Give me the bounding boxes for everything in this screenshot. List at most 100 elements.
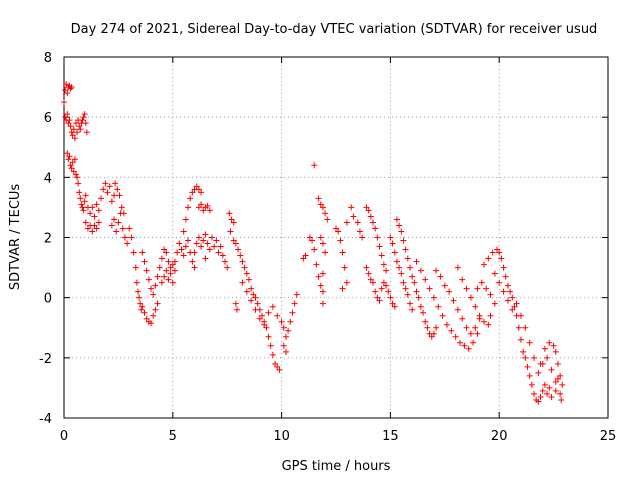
data-point xyxy=(504,282,511,289)
data-point xyxy=(494,246,501,253)
data-point xyxy=(191,249,198,256)
data-point xyxy=(448,327,455,334)
data-point xyxy=(437,273,444,280)
data-point xyxy=(143,315,150,322)
data-point xyxy=(496,279,503,286)
data-point xyxy=(118,204,125,211)
data-point xyxy=(369,279,376,286)
data-point xyxy=(76,123,83,130)
data-point xyxy=(383,267,390,274)
data-point xyxy=(141,309,148,316)
data-point xyxy=(335,228,342,235)
data-point xyxy=(180,252,187,259)
data-point xyxy=(422,276,429,283)
data-point xyxy=(339,249,346,256)
data-point xyxy=(380,279,387,286)
data-point xyxy=(404,291,411,298)
x-tick-label: 0 xyxy=(60,429,68,444)
data-point xyxy=(148,285,155,292)
data-point xyxy=(435,303,442,310)
data-point xyxy=(537,393,544,400)
data-point xyxy=(198,243,205,250)
data-point xyxy=(133,279,140,286)
data-point xyxy=(64,90,71,97)
data-point xyxy=(274,312,281,319)
data-point xyxy=(156,264,163,271)
data-point xyxy=(248,285,255,292)
data-point xyxy=(526,372,533,379)
data-point xyxy=(64,150,71,157)
data-point xyxy=(130,249,137,256)
data-point xyxy=(81,198,88,205)
data-point xyxy=(302,252,309,259)
data-point xyxy=(71,156,78,163)
data-point xyxy=(117,210,124,217)
data-point xyxy=(359,234,366,241)
data-point xyxy=(385,288,392,295)
data-point xyxy=(143,267,150,274)
x-tick-label: 25 xyxy=(600,429,617,444)
data-point xyxy=(315,195,322,202)
data-points xyxy=(61,81,566,405)
data-point xyxy=(265,333,272,340)
data-point xyxy=(480,261,487,268)
data-point xyxy=(319,270,326,277)
y-tick-label: 8 xyxy=(44,51,52,66)
data-point xyxy=(206,207,213,214)
data-point xyxy=(154,273,161,280)
data-point xyxy=(82,219,89,226)
axis-ticks xyxy=(63,56,609,419)
data-point xyxy=(62,114,69,121)
data-point xyxy=(124,240,131,247)
data-point xyxy=(174,249,181,256)
data-point xyxy=(550,342,557,349)
data-point xyxy=(97,195,104,202)
data-point xyxy=(66,117,73,124)
data-point xyxy=(406,300,413,307)
data-point xyxy=(285,327,292,334)
data-point xyxy=(158,255,165,262)
data-point xyxy=(150,312,157,319)
data-point xyxy=(145,276,152,283)
y-tick-label: 6 xyxy=(44,111,52,126)
data-point xyxy=(70,168,77,175)
data-point xyxy=(152,306,159,313)
data-point xyxy=(511,303,518,310)
data-point xyxy=(200,207,207,214)
data-point xyxy=(278,318,285,325)
data-point xyxy=(217,243,224,250)
data-point xyxy=(193,240,200,247)
data-point xyxy=(439,312,446,319)
data-point xyxy=(517,336,524,343)
data-point xyxy=(74,129,81,136)
data-point xyxy=(84,225,91,232)
data-point xyxy=(119,225,126,232)
data-point xyxy=(252,294,259,301)
data-point xyxy=(241,264,248,271)
data-point xyxy=(167,270,174,277)
data-point xyxy=(426,285,433,292)
data-point xyxy=(557,372,564,379)
data-point xyxy=(441,282,448,289)
data-point xyxy=(491,270,498,277)
data-point xyxy=(141,258,148,265)
data-point xyxy=(459,315,466,322)
data-point xyxy=(541,381,548,388)
data-point xyxy=(185,204,192,211)
data-point xyxy=(77,195,84,202)
data-point xyxy=(115,219,122,226)
data-point xyxy=(365,207,372,214)
data-point xyxy=(541,345,548,352)
data-point xyxy=(178,246,185,253)
data-point xyxy=(74,174,81,181)
data-point xyxy=(317,282,324,289)
data-point xyxy=(452,333,459,340)
data-point xyxy=(420,309,427,316)
data-point xyxy=(185,237,192,244)
data-point xyxy=(393,258,400,265)
data-point xyxy=(108,222,115,229)
data-point xyxy=(480,318,487,325)
data-point xyxy=(498,255,505,262)
y-tick-label: -2 xyxy=(39,352,52,367)
data-point xyxy=(65,120,72,127)
